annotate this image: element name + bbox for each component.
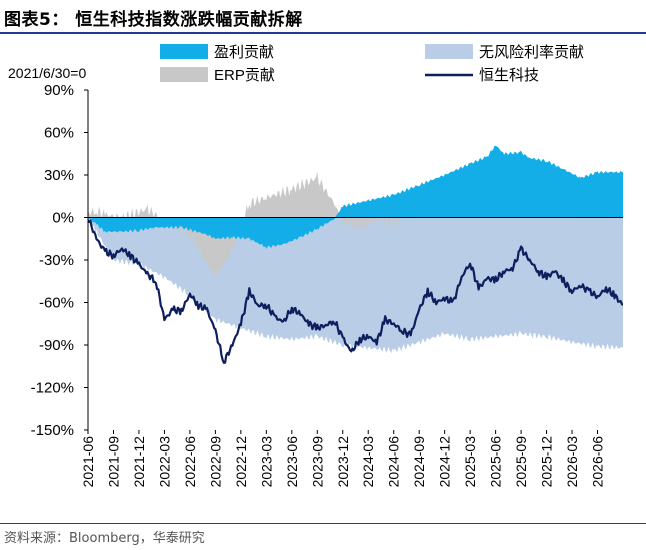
- plot-area: [88, 145, 623, 364]
- x-tick-label: 2023-12: [335, 436, 351, 488]
- legend-label: 恒生科技: [479, 67, 539, 84]
- x-tick-label: 2025-06: [488, 436, 504, 488]
- x-tick-label: 2025-12: [539, 436, 555, 488]
- x-tick-label: 2023-03: [258, 436, 274, 488]
- y-tick-label: 30%: [44, 167, 74, 184]
- x-tick-label: 2023-06: [284, 436, 300, 488]
- area-无风险利率贡献: [88, 217, 623, 354]
- x-tick-label: 2024-06: [386, 436, 402, 488]
- y-tick-label: 90%: [44, 82, 74, 99]
- y-tick-label: -90%: [39, 337, 74, 354]
- chart-title: 图表5： 恒生科技指数涨跌幅贡献拆解: [4, 10, 303, 30]
- baseline-annotation: 2021/6/30=0: [8, 65, 86, 81]
- source-rule: [0, 523, 646, 524]
- x-tick-label: 2021-06: [80, 436, 96, 488]
- legend-swatch: [160, 67, 208, 82]
- y-tick-label: -60%: [39, 295, 74, 312]
- legend-label: ERP贡献: [214, 67, 275, 84]
- x-tick-label: 2025-03: [462, 436, 478, 488]
- y-tick-label: 0%: [52, 210, 74, 227]
- legend: 盈利贡献 无风险利率贡献 ERP贡献 恒生科技: [160, 44, 584, 84]
- x-tick-label: 2022-03: [156, 436, 172, 488]
- axes: 90% 60% 30% 0% -30% -60% -90% -120% -150% 2021-06…: [31, 82, 623, 487]
- line-恒生科技: [88, 219, 623, 364]
- y-tick-label: -150%: [31, 422, 74, 439]
- source-note: 资料来源：Bloomberg，华泰研究: [4, 531, 205, 546]
- x-tick-label: 2021-09: [105, 436, 121, 488]
- x-tick-label: 2024-09: [411, 436, 427, 488]
- x-tick-label: 2022-09: [207, 436, 223, 488]
- x-tick-label: 2025-09: [513, 436, 529, 488]
- area-盈利贡献: [88, 145, 623, 249]
- title-rule: [0, 32, 646, 34]
- x-tick-label: 2024-12: [437, 436, 453, 488]
- x-tick-label: 2024-03: [360, 436, 376, 488]
- x-tick-label: 2022-12: [233, 436, 249, 488]
- y-tick-label: 60%: [44, 125, 74, 142]
- x-tick-label: 2026-03: [564, 436, 580, 488]
- title-bar: 图表5： 恒生科技指数涨跌幅贡献拆解: [0, 0, 646, 34]
- y-tick-label: -120%: [31, 380, 74, 397]
- x-tick-label: 2023-09: [309, 436, 325, 488]
- legend-label: 无风险利率贡献: [479, 44, 584, 61]
- legend-label: 盈利贡献: [214, 44, 274, 61]
- chart-area: 盈利贡献 无风险利率贡献 ERP贡献 恒生科技 2021/6/30=0 90% 60% 3…: [8, 44, 623, 487]
- y-tick-label: -30%: [39, 252, 74, 269]
- x-tick-label: 2022-06: [182, 436, 198, 488]
- x-tick-label: 2021-12: [131, 436, 147, 488]
- legend-swatch: [160, 44, 208, 59]
- legend-swatch: [425, 44, 473, 59]
- x-tick-label: 2026-06: [590, 436, 606, 488]
